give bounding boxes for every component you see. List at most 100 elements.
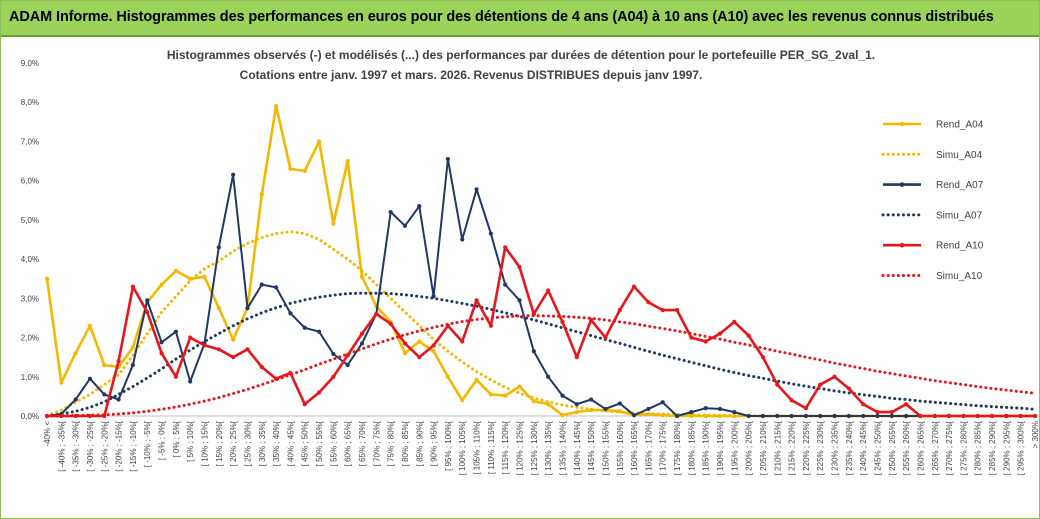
data-point-Rend_A04 bbox=[87, 323, 93, 328]
x-tick-label: [ 165% ; 170%[ bbox=[644, 420, 653, 475]
data-point-Rend_A04 bbox=[259, 192, 264, 197]
data-point-Rend_A04 bbox=[130, 345, 136, 350]
series-line-Simu_A07 bbox=[45, 291, 1037, 418]
data-point-Rend_A10 bbox=[904, 402, 909, 407]
data-point-Rend_A07 bbox=[417, 204, 422, 209]
data-point-Rend_A04 bbox=[431, 349, 436, 354]
x-tick-label: [ 135% ; 140%[ bbox=[558, 420, 567, 475]
data-point-Rend_A10 bbox=[746, 333, 751, 338]
x-tick-label: [ 275% ; 280%[ bbox=[959, 420, 968, 475]
x-tick-label: [ -30% ; -25%[ bbox=[86, 420, 95, 471]
data-point-Rend_A07 bbox=[460, 237, 465, 242]
data-point-Rend_A04 bbox=[359, 274, 365, 279]
x-tick-label: [ 105% ; 110%[ bbox=[473, 420, 482, 474]
y-tick-label: 4,0% bbox=[21, 255, 39, 264]
data-point-Rend_A07 bbox=[216, 245, 221, 250]
data-point-Rend_A10 bbox=[245, 347, 250, 352]
series-line-Rend_A10 bbox=[47, 246, 1035, 418]
x-tick-label: [ 125% ; 130%[ bbox=[530, 420, 539, 475]
series-Simu_A04 bbox=[45, 230, 1037, 418]
legend-label-Simu_A07: Simu_A07 bbox=[936, 210, 983, 221]
data-point-Rend_A04 bbox=[231, 337, 236, 342]
x-tick-label: [ 90% ; 95%[ bbox=[430, 420, 439, 466]
legend-label-Rend_A07: Rend_A07 bbox=[936, 180, 984, 191]
x-tick-label: [ 235% ; 240%[ bbox=[845, 420, 854, 475]
data-point-Rend_A07 bbox=[445, 156, 451, 162]
x-tick-label: [ 130% ; 135%[ bbox=[544, 420, 553, 475]
series-Simu_A10 bbox=[45, 314, 1037, 418]
y-tick-label: 1,0% bbox=[21, 373, 39, 382]
x-tick-label: [ 80% ; 85%[ bbox=[401, 420, 410, 466]
series-line-Simu_A04 bbox=[45, 230, 1037, 418]
data-point-Rend_A07 bbox=[259, 282, 264, 287]
x-tick-label: [ 265% ; 270%[ bbox=[931, 420, 940, 475]
x-tick-label: [ 250% ; 255%[ bbox=[888, 420, 897, 475]
data-point-Rend_A07 bbox=[188, 379, 193, 384]
x-tick-label: [ 115% ; 120%[ bbox=[501, 420, 510, 474]
data-point-Rend_A10 bbox=[674, 308, 680, 313]
data-point-Rend_A10 bbox=[646, 300, 651, 305]
data-point-Rend_A04 bbox=[345, 158, 350, 164]
data-point-Rend_A10 bbox=[789, 398, 794, 403]
x-tick-label: [ 120% ; 125%[ bbox=[516, 420, 525, 475]
x-tick-label: [ 5% ; 10%[ bbox=[186, 420, 195, 462]
data-point-Rend_A10 bbox=[145, 309, 150, 315]
data-point-Rend_A07 bbox=[674, 413, 680, 419]
data-point-Rend_A07 bbox=[560, 393, 565, 398]
legend-marker-Rend_A10 bbox=[899, 242, 905, 248]
data-point-Rend_A07 bbox=[603, 406, 608, 412]
x-tick-label: [ -15% ; -10%[ bbox=[129, 420, 138, 471]
data-point-Rend_A04 bbox=[560, 413, 565, 418]
data-point-Rend_A07 bbox=[775, 413, 780, 419]
series-line-Simu_A10 bbox=[45, 314, 1037, 418]
data-point-Rend_A10 bbox=[374, 311, 379, 317]
legend: Rend_A04 Simu_A04 Rend_A07 Simu_A07 Rend_A10… bbox=[881, 120, 984, 282]
data-point-Rend_A07 bbox=[116, 397, 121, 402]
data-point-Rend_A07 bbox=[717, 406, 723, 412]
x-tick-label: [ 220% ; 225%[ bbox=[802, 420, 811, 475]
data-point-Rend_A10 bbox=[231, 355, 236, 360]
x-tick-label: [ 210% ; 215%[ bbox=[773, 420, 782, 475]
y-tick-label: 8,0% bbox=[21, 98, 39, 107]
data-point-Rend_A10 bbox=[1032, 413, 1038, 419]
legend-item-Rend_A07: Rend_A07 bbox=[883, 180, 984, 191]
data-point-Rend_A07 bbox=[231, 172, 236, 177]
data-point-Rend_A07 bbox=[302, 325, 307, 330]
data-point-Rend_A07 bbox=[173, 329, 178, 334]
data-point-Rend_A10 bbox=[574, 355, 579, 360]
data-point-Rend_A10 bbox=[732, 319, 737, 324]
x-tick-label: [ 160% ; 165%[ bbox=[630, 420, 639, 475]
x-tick-label: [ 150% ; 155%[ bbox=[601, 420, 610, 475]
series-Simu_A07 bbox=[45, 291, 1037, 418]
data-point-Rend_A07 bbox=[803, 413, 808, 419]
data-point-Rend_A10 bbox=[474, 298, 479, 303]
x-tick-label: [ 195% ; 200%[ bbox=[730, 420, 739, 475]
data-point-Rend_A04 bbox=[460, 398, 465, 403]
x-tick-label: [ 225% ; 230%[ bbox=[816, 420, 825, 475]
chart-title-line1: Histogrammes observés (-) et modélisés (… bbox=[167, 48, 875, 62]
data-point-Rend_A10 bbox=[546, 288, 551, 293]
data-point-Rend_A04 bbox=[216, 306, 221, 311]
data-point-Rend_A04 bbox=[316, 139, 322, 144]
x-tick-label: [ 20% ; 25%[ bbox=[229, 420, 238, 466]
data-point-Rend_A10 bbox=[875, 409, 880, 415]
data-point-Rend_A04 bbox=[474, 377, 479, 383]
data-point-Rend_A10 bbox=[517, 264, 522, 270]
data-point-Rend_A10 bbox=[1004, 413, 1009, 419]
x-tick-label: [ 45% ; 50%[ bbox=[301, 420, 310, 466]
data-point-Rend_A10 bbox=[259, 364, 264, 370]
x-tick-label: [ -5% ; 0%[ bbox=[158, 420, 167, 460]
x-tick-label: [ 30% ; 35%[ bbox=[258, 420, 267, 466]
data-point-Rend_A10 bbox=[116, 358, 121, 364]
data-point-Rend_A10 bbox=[889, 409, 894, 415]
x-tick-label: [ 285% ; 290%[ bbox=[988, 420, 997, 475]
x-tick-label: [ 170% ; 175%[ bbox=[659, 420, 668, 475]
x-tick-label: [ 110% ; 115%[ bbox=[487, 420, 496, 474]
x-tick-label: [ 185% ; 190%[ bbox=[702, 420, 711, 475]
data-point-Rend_A07 bbox=[531, 349, 536, 354]
data-point-Rend_A10 bbox=[989, 413, 995, 419]
x-tick-label: [ -35% ; -30%[ bbox=[72, 420, 81, 471]
data-point-Rend_A10 bbox=[417, 355, 422, 360]
data-point-Rend_A07 bbox=[102, 392, 107, 397]
x-tick-label: [ 55% ; 60%[ bbox=[329, 420, 338, 466]
